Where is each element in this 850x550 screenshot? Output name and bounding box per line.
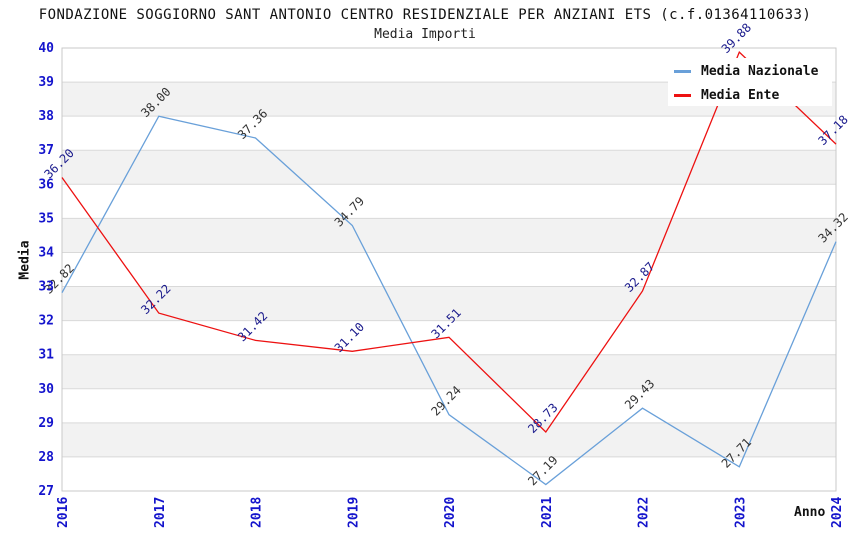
y-tick-label: 32 [38,314,54,329]
y-axis-title: Media [17,240,33,280]
chart-title: FONDAZIONE SOGGIORNO SANT ANTONIO CENTRO… [38,7,812,23]
series-line-media-nazionale [61,115,837,486]
y-tick-label: 30 [38,382,54,397]
legend-label: Media Nazionale [701,64,819,79]
x-tick-label: 2024 [830,497,845,528]
x-tick-label: 2021 [540,497,555,528]
legend-item-media-nazionale: Media Nazionale [668,61,832,82]
x-tick-label: 2023 [733,497,748,528]
grid-band [62,150,836,185]
grid-band [62,286,836,321]
y-tick-label: 40 [38,41,54,56]
y-tick-label: 27 [38,484,54,499]
legend-label: Media Ente [701,88,780,103]
y-tick-label: 39 [38,75,54,90]
x-tick-label: 2018 [250,497,265,528]
y-tick-label: 36 [38,177,54,192]
x-tick-label: 2020 [443,497,458,528]
grid-band [62,218,836,253]
y-tick-label: 29 [38,416,54,431]
y-tick-label: 37 [38,143,54,158]
legend-line-swatch-icon [674,70,691,73]
x-axis-title: Anno [794,505,826,520]
y-tick-label: 31 [38,348,54,363]
x-tick-label: 2022 [637,497,652,528]
grid-band [62,422,836,457]
x-tick-label: 2019 [346,497,361,528]
x-tick-label: 2016 [56,497,71,528]
series-line-media-ente [61,50,837,434]
y-tick-label: 33 [38,280,54,295]
y-tick-label: 34 [38,245,54,260]
y-tick-label: 38 [38,109,54,124]
grid-band [62,354,836,389]
legend-item-media-ente: Media Ente [668,85,832,106]
legend-line-swatch-icon [674,94,691,97]
x-tick-label: 2017 [153,497,168,528]
legend: Media Nazionale Media Ente [668,58,832,106]
plot-border [61,47,837,492]
y-tick-label: 28 [38,450,54,465]
y-tick-label: 35 [38,211,54,226]
chart-subtitle: Media Importi [374,27,476,42]
